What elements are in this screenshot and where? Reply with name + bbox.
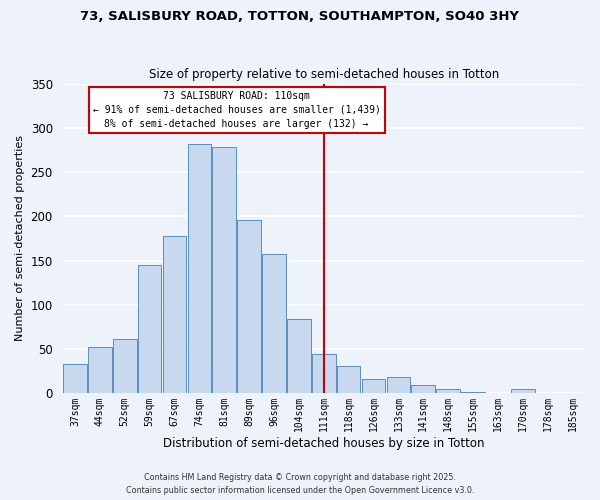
- Bar: [461, 392, 485, 394]
- Text: 73, SALISBURY ROAD, TOTTON, SOUTHAMPTON, SO40 3HY: 73, SALISBURY ROAD, TOTTON, SOUTHAMPTON,…: [80, 10, 520, 23]
- Y-axis label: Number of semi-detached properties: Number of semi-detached properties: [15, 136, 25, 342]
- Bar: [188, 144, 211, 394]
- Bar: [412, 386, 435, 394]
- Bar: [212, 148, 236, 394]
- Bar: [163, 236, 187, 394]
- Bar: [113, 338, 137, 394]
- Bar: [88, 348, 112, 394]
- Bar: [138, 265, 161, 394]
- Text: Contains HM Land Registry data © Crown copyright and database right 2025.
Contai: Contains HM Land Registry data © Crown c…: [126, 474, 474, 495]
- Bar: [362, 380, 385, 394]
- Bar: [262, 254, 286, 394]
- Bar: [63, 364, 87, 394]
- Bar: [337, 366, 361, 394]
- Text: 73 SALISBURY ROAD: 110sqm
← 91% of semi-detached houses are smaller (1,439)
8% o: 73 SALISBURY ROAD: 110sqm ← 91% of semi-…: [93, 90, 380, 128]
- Bar: [511, 389, 535, 394]
- Bar: [312, 354, 335, 394]
- Bar: [386, 378, 410, 394]
- Bar: [436, 389, 460, 394]
- Bar: [287, 319, 311, 394]
- Bar: [536, 392, 559, 394]
- X-axis label: Distribution of semi-detached houses by size in Totton: Distribution of semi-detached houses by …: [163, 437, 485, 450]
- Bar: [238, 220, 261, 394]
- Title: Size of property relative to semi-detached houses in Totton: Size of property relative to semi-detach…: [149, 68, 499, 81]
